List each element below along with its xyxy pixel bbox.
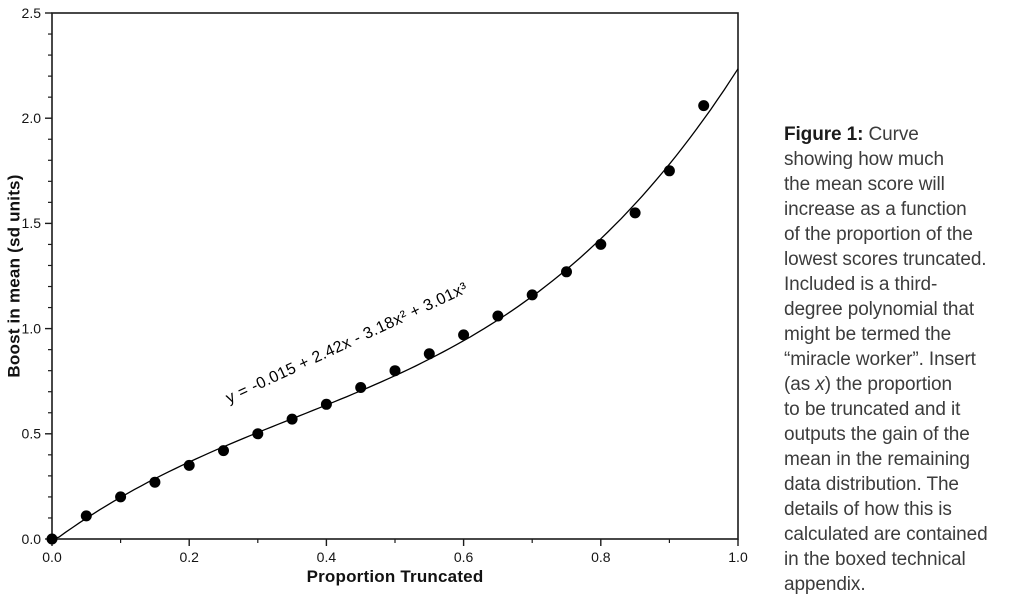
caption-line: Figure 1: Curve	[784, 122, 1024, 147]
y-tick-label: 1.5	[22, 215, 42, 231]
x-tick-label: 0.0	[42, 549, 62, 565]
caption-line: calculated are contained	[784, 522, 1024, 547]
data-point	[355, 382, 367, 393]
x-tick-label: 0.8	[591, 549, 611, 565]
caption-text-segment: ) the proportion	[824, 374, 952, 395]
y-axis-title-text: Boost in mean (sd units)	[5, 174, 25, 378]
caption-text-segment: mean in the remaining	[784, 449, 970, 470]
data-point	[663, 165, 675, 177]
data-point	[561, 266, 572, 278]
data-point	[492, 310, 504, 322]
data-point	[286, 413, 298, 425]
caption-text-segment: outputs the gain of the	[784, 424, 970, 445]
caption-text-segment: appendix.	[784, 574, 866, 595]
x-tick-label: 0.6	[454, 549, 474, 565]
caption-text-segment: “miracle worker”. Insert	[784, 349, 976, 370]
caption-line: the mean score will	[784, 172, 1024, 197]
caption-text-segment: Curve	[863, 124, 919, 145]
figure-caption: Figure 1: Curve showing how much the mean …	[784, 122, 1024, 597]
caption-text-segment: Figure 1:	[784, 124, 864, 145]
caption-text-segment: showing how much	[784, 149, 944, 170]
caption-text-segment: in the boxed technical	[784, 549, 966, 570]
caption-line: details of how this is	[784, 497, 1024, 522]
caption-line: might be termed the	[784, 322, 1024, 347]
caption-line: data distribution. The	[784, 472, 1024, 497]
chart-plot: 0.0 0.2 0.4 0.6 0.8 1.0 0.0 0.5 1.0 1.5 2.0 2.5	[22, 5, 748, 565]
caption-text-segment: the mean score will	[784, 174, 945, 195]
caption-text-segment: increase as a function	[784, 199, 967, 220]
fit-curve	[51, 68, 739, 540]
data-point	[458, 329, 470, 341]
x-tick-label: 1.0	[728, 549, 748, 565]
data-point	[115, 491, 127, 503]
y-tick-label: 2.5	[22, 5, 42, 21]
caption-line: to be truncated and it	[784, 397, 1024, 422]
caption-text-segment: calculated are contained	[784, 524, 988, 545]
x-axis-title: Proportion Truncated	[306, 567, 484, 586]
data-point	[423, 348, 435, 360]
data-point	[183, 459, 195, 471]
data-point	[526, 289, 538, 301]
caption-line: showing how much	[784, 147, 1024, 172]
y-tick-label: 2.0	[22, 110, 42, 126]
caption-line: lowest scores truncated.	[784, 247, 1024, 272]
data-point	[80, 510, 92, 522]
y-tick-label: 0.5	[22, 426, 42, 442]
caption-text-segment: data distribution. The	[784, 474, 959, 495]
caption-text-segment: to be truncated and it	[784, 399, 961, 420]
caption-text-segment: Included is a third-	[784, 274, 938, 295]
y-axis-title: Boost in mean (sd units)	[0, 0, 34, 552]
caption-text-segment: degree polynomial that	[784, 299, 975, 320]
caption-line: (as x) the proportion	[784, 372, 1024, 397]
caption-text-segment: might be termed the	[784, 324, 952, 345]
caption-text-segment: x	[815, 374, 825, 395]
data-point	[389, 365, 401, 377]
caption-line: increase as a function	[784, 197, 1024, 222]
caption-line: appendix.	[784, 572, 1024, 597]
caption-line: “miracle worker”. Insert	[784, 347, 1024, 372]
data-point	[218, 445, 229, 457]
data-point	[595, 238, 607, 250]
caption-line: mean in the remaining	[784, 447, 1024, 472]
data-point	[320, 398, 332, 410]
x-tick-label: 0.4	[317, 549, 337, 565]
caption-text-segment: lowest scores truncated.	[784, 249, 987, 270]
y-tick-label: 0.0	[22, 531, 42, 547]
x-tick-label: 0.2	[179, 549, 199, 565]
data-point	[252, 428, 264, 440]
caption-line: outputs the gain of the	[784, 422, 1024, 447]
caption-text-segment: (as	[784, 374, 816, 395]
data-point	[629, 207, 641, 219]
data-point	[46, 533, 58, 545]
caption-line: degree polynomial that	[784, 297, 1024, 322]
caption-text-segment: of the proportion of the	[784, 224, 973, 245]
caption-text-segment: details of how this is	[784, 499, 952, 520]
caption-line: Included is a third-	[784, 272, 1024, 297]
data-point	[149, 476, 161, 488]
data-point	[698, 100, 710, 112]
plot-frame	[51, 12, 739, 540]
caption-line: in the boxed technical	[784, 547, 1024, 572]
caption-line: of the proportion of the	[784, 222, 1024, 247]
y-tick-label: 1.0	[22, 320, 42, 336]
